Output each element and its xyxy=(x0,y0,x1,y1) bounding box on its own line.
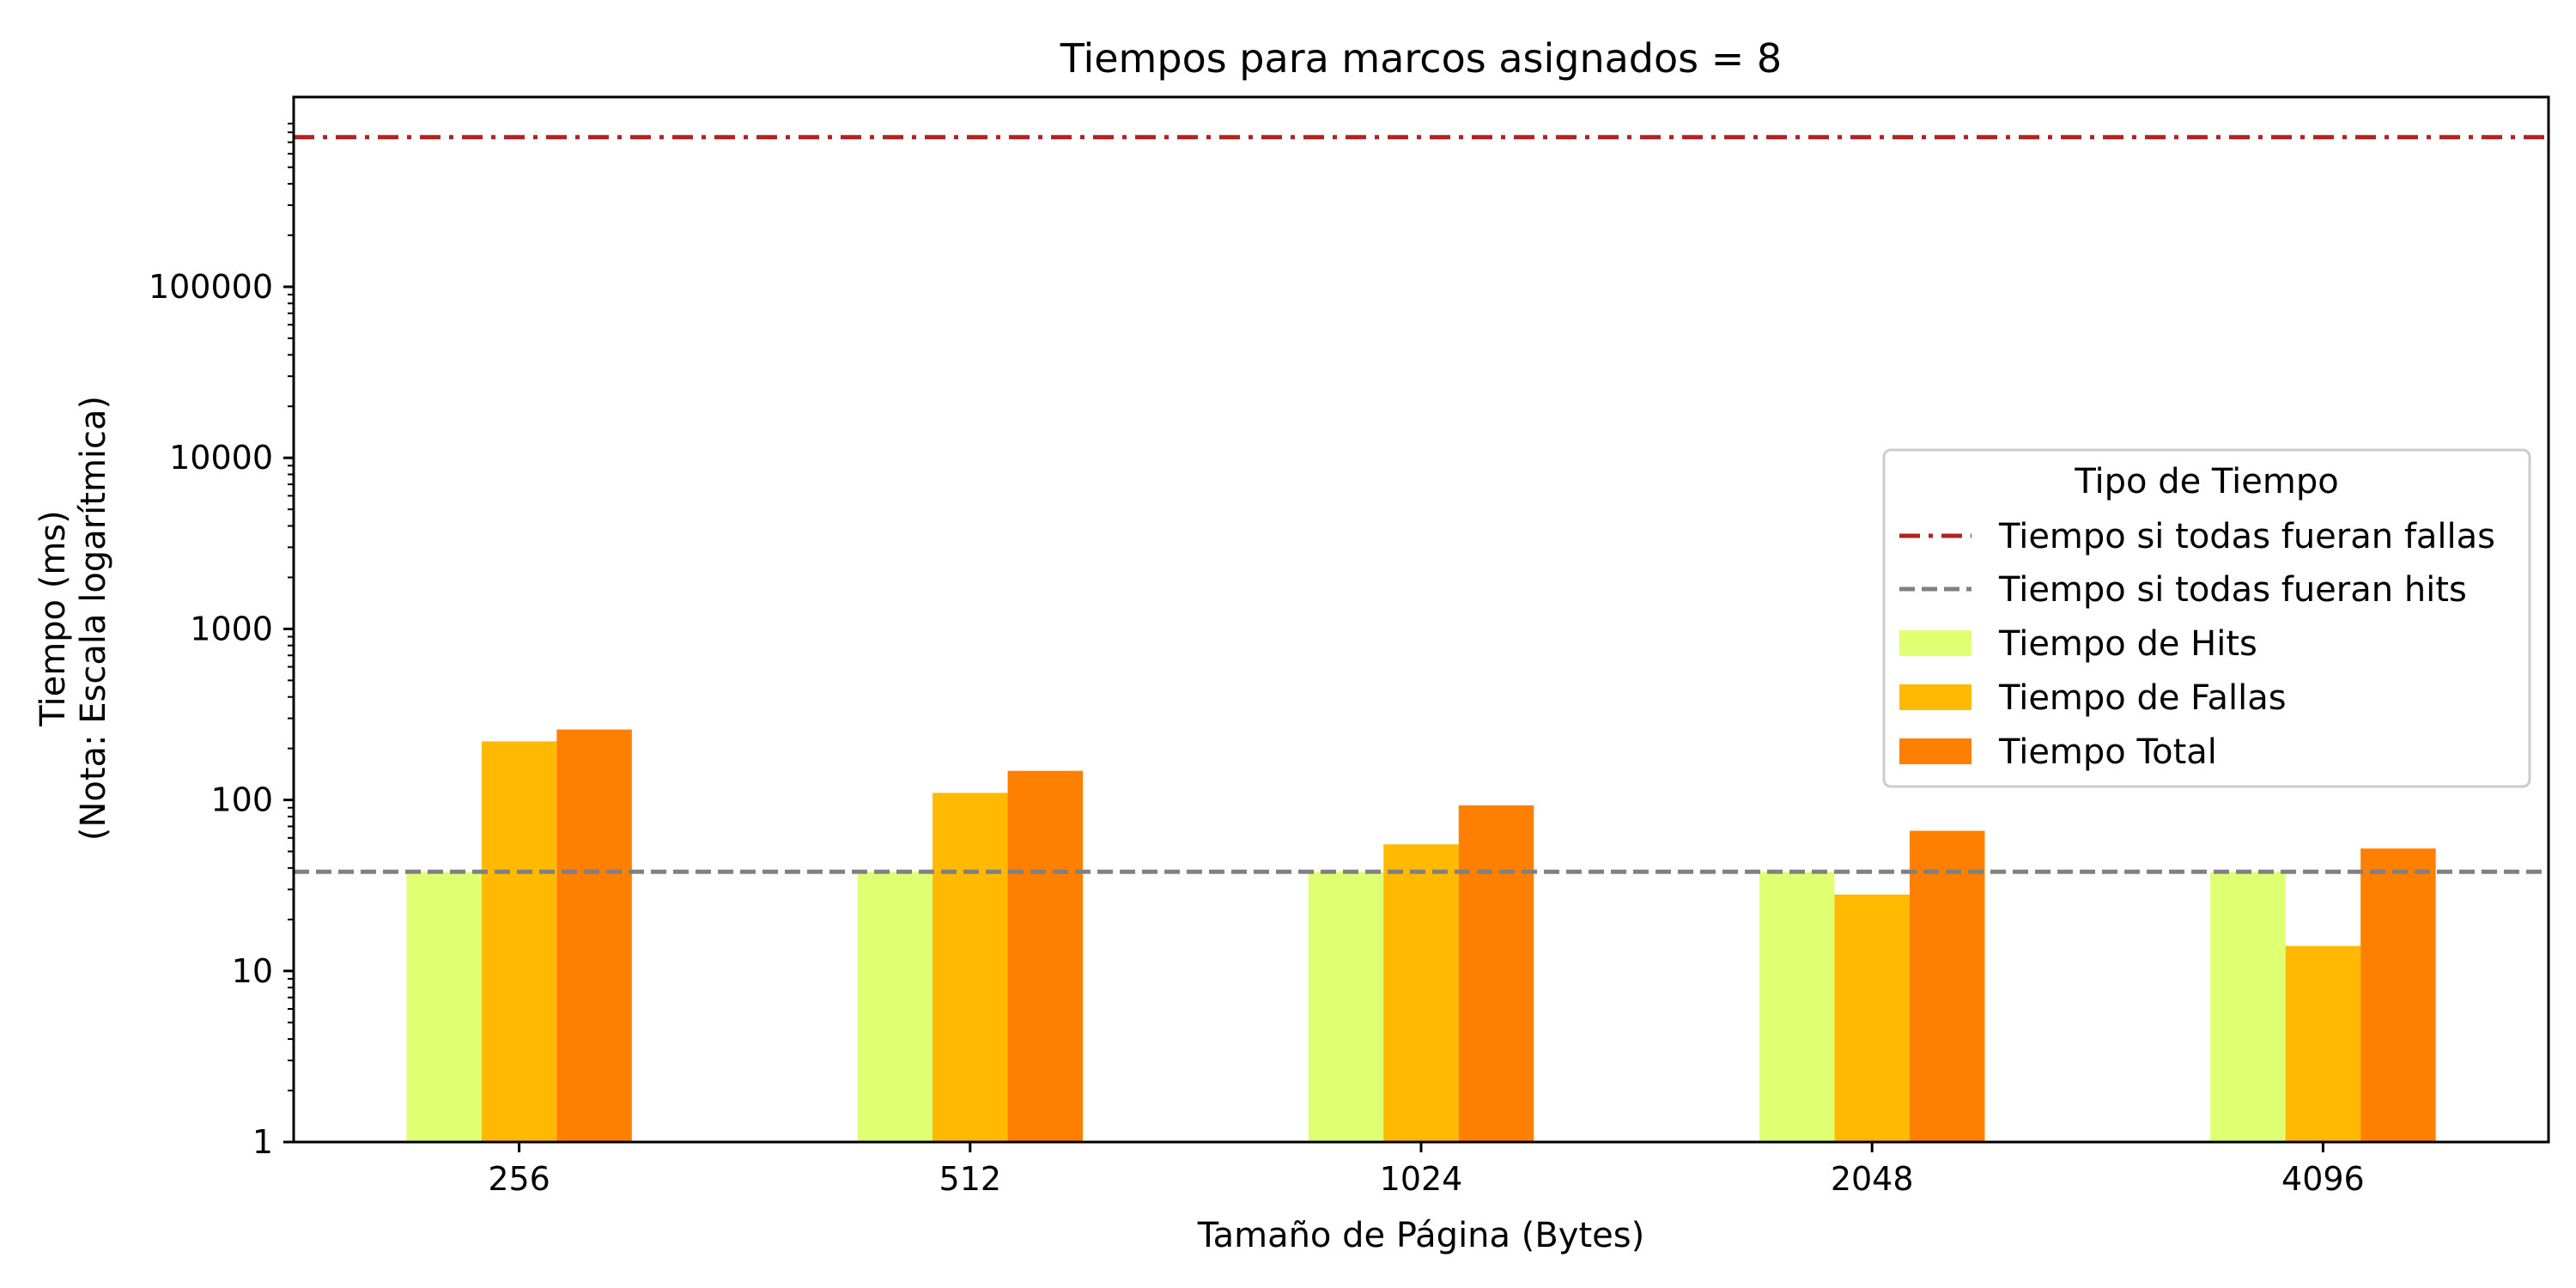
y-tick-label: 100000 xyxy=(149,268,273,306)
chart-title: Tiempos para marcos asignados = 8 xyxy=(1060,35,1782,82)
y-tick-label: 1000 xyxy=(190,610,273,647)
bar-tiempo-de-hits-1024 xyxy=(1308,872,1384,1142)
x-tick-label: 4096 xyxy=(2281,1160,2365,1198)
y-tick-label: 10000 xyxy=(169,439,273,477)
legend: Tipo de Tiempo Tiempo si todas fueran fal… xyxy=(1882,448,2531,788)
bar-tiempo-de-fallas-2048 xyxy=(1834,894,1910,1142)
legend-key-swatch xyxy=(1899,630,1971,656)
bar-tiempo-total-2048 xyxy=(1909,830,1985,1142)
legend-key-swatch xyxy=(1899,684,1971,710)
x-tick-label: 2048 xyxy=(1831,1160,1914,1198)
legend-label: Tiempo Total xyxy=(1998,732,2217,772)
legend-key-swatch xyxy=(1899,738,1971,764)
y-tick-label: 10 xyxy=(232,952,273,990)
legend-label: Tiempo de Fallas xyxy=(1998,678,2287,718)
bar-tiempo-de-fallas-1024 xyxy=(1383,844,1459,1142)
y-tick-label: 1 xyxy=(252,1123,273,1161)
legend-title: Tipo de Tiempo xyxy=(2074,462,2338,501)
legend-box xyxy=(1882,448,2531,788)
bar-tiempo-de-hits-2048 xyxy=(1759,872,1835,1142)
bar-tiempo-total-4096 xyxy=(2360,848,2436,1142)
x-tick-label: 1024 xyxy=(1380,1160,1463,1198)
bar-tiempo-de-hits-256 xyxy=(406,872,482,1142)
legend-label: Tiempo de Hits xyxy=(1998,624,2257,664)
bar-tiempo-de-fallas-4096 xyxy=(2285,945,2361,1142)
x-axis-label: Tamaño de Página (Bytes) xyxy=(1197,1216,1644,1255)
bar-tiempo-total-512 xyxy=(1007,770,1084,1142)
y-tick-label: 100 xyxy=(210,781,273,819)
legend-label: Tiempo si todas fueran hits xyxy=(1998,570,2467,610)
bar-tiempo-de-hits-4096 xyxy=(2210,872,2286,1142)
plot-area: 1 10 100 1000 10000 100000 256 512 1024 2048 4096 xyxy=(149,95,2550,1198)
x-tick-label: 512 xyxy=(939,1160,1002,1198)
legend-label: Tiempo si todas fueran fallas xyxy=(1998,517,2495,556)
bar-tiempo-de-fallas-256 xyxy=(481,741,557,1142)
bar-tiempo-de-fallas-512 xyxy=(933,793,1008,1142)
bar-tiempo-total-1024 xyxy=(1458,805,1534,1142)
bar-tiempo-total-256 xyxy=(556,729,632,1142)
x-tick-label: 256 xyxy=(488,1160,550,1198)
bar-tiempo-de-hits-512 xyxy=(857,872,933,1142)
y-axis-label-line1: Tiempo (ms) xyxy=(33,510,73,726)
y-axis-label-line2: (Nota: Escala logarítmica) xyxy=(74,396,113,841)
